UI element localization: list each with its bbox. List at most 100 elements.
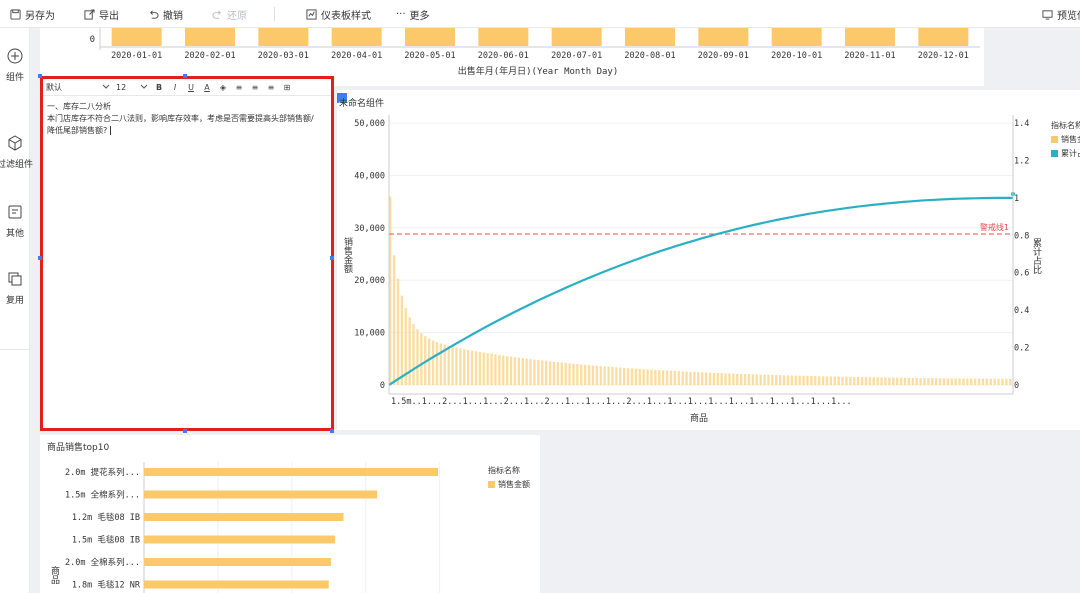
legend-item[interactable]: 销售金额 bbox=[1051, 134, 1080, 145]
pareto-bar bbox=[720, 373, 723, 385]
pareto-bar bbox=[872, 377, 875, 385]
month-labels: 2020-01-01 2020-02-01 2020-03-01 2020-04-01… bbox=[111, 51, 969, 61]
insert-icon[interactable]: ⊞ bbox=[283, 82, 291, 92]
italic-icon[interactable]: I bbox=[173, 82, 177, 92]
pareto-title: 未命名组件 bbox=[339, 99, 385, 109]
month-tick-label: 2020-05-01 bbox=[404, 51, 455, 61]
month-bar bbox=[551, 28, 602, 46]
pareto-bar bbox=[642, 369, 645, 385]
pareto-bar bbox=[389, 196, 392, 385]
month-bars bbox=[111, 28, 969, 46]
month-tick-label: 2020-12-01 bbox=[918, 51, 969, 61]
bold-icon[interactable]: B bbox=[155, 82, 163, 92]
component-select-icon[interactable] bbox=[337, 93, 347, 106]
top10-chart-panel[interactable]: 商品销售top10 2.0m 提花系列... 1.5m 全棉系列... 1.2m 毛… bbox=[40, 435, 540, 593]
right-tick-label: 0.6 bbox=[1014, 269, 1029, 279]
top10-svg: 商品销售top10 2.0m 提花系列... 1.5m 全棉系列... 1.2m 毛… bbox=[47, 441, 441, 593]
font-family-select[interactable]: 默认 bbox=[43, 81, 113, 94]
sidebar-item-other[interactable]: 其他 bbox=[0, 204, 38, 239]
export-button[interactable]: 导出 bbox=[84, 0, 119, 28]
pareto-bar bbox=[517, 357, 521, 385]
pareto-bar bbox=[993, 378, 996, 385]
left-tick-label: 20,000 bbox=[354, 276, 385, 286]
preview-label: 预览仪 bbox=[1057, 10, 1080, 22]
pareto-bar bbox=[634, 368, 638, 385]
pareto-bar bbox=[431, 340, 435, 385]
pareto-bar bbox=[740, 373, 743, 385]
legend-item[interactable]: 累计占比 bbox=[1051, 148, 1080, 159]
pareto-bar bbox=[502, 355, 505, 385]
redo-icon bbox=[212, 10, 221, 19]
dashboard-style-button[interactable]: 仪表板样式 bbox=[306, 0, 371, 28]
sidebar-item-filter-components[interactable]: 过滤组件 bbox=[0, 135, 38, 170]
font-size-select[interactable]: 12 bbox=[113, 81, 151, 94]
fill-color-icon[interactable]: ◈ bbox=[219, 82, 227, 92]
left-sidebar: 组件 过滤组件 其他 复用 bbox=[0, 28, 33, 593]
chevron-down-icon bbox=[102, 84, 110, 89]
pareto-bar bbox=[689, 371, 692, 385]
month-bar bbox=[331, 28, 382, 46]
pareto-bar bbox=[985, 378, 989, 385]
text-component-editor[interactable]: 默认 12 B I U A ◈ ≡ ≡ ≡ ⊞ 一、库存二八分析 本门店库存不符… bbox=[40, 76, 334, 431]
pareto-bar bbox=[654, 369, 657, 385]
pareto-bar bbox=[545, 360, 548, 385]
pareto-bar bbox=[623, 367, 626, 385]
pareto-bar bbox=[498, 354, 501, 385]
resize-handle[interactable] bbox=[38, 74, 42, 78]
month-bar bbox=[111, 28, 162, 46]
month-tick-label: 2020-06-01 bbox=[478, 51, 529, 61]
pareto-bar bbox=[478, 351, 482, 385]
align-center-icon[interactable]: ≡ bbox=[251, 82, 259, 92]
resize-handle[interactable] bbox=[183, 74, 187, 78]
month-tick-label: 2020-09-01 bbox=[698, 51, 749, 61]
pareto-bar bbox=[884, 377, 887, 385]
editor-content[interactable]: 一、库存二八分析 本门店库存不符合二八法则，影响库存效率，考虑是否需要提高头部销… bbox=[47, 101, 329, 137]
align-left-icon[interactable]: ≡ bbox=[235, 82, 243, 92]
right-tick-label: 0 bbox=[1014, 381, 1019, 391]
resize-handle[interactable] bbox=[183, 429, 187, 433]
x-axis-ticks: 1.5m..1...2...1...1...2...1...2...1...1.… bbox=[391, 397, 852, 407]
pareto-bar bbox=[599, 366, 602, 385]
redo-button[interactable]: 还原 bbox=[212, 0, 247, 28]
legend-swatch bbox=[488, 481, 495, 488]
resize-handle[interactable] bbox=[330, 429, 334, 433]
sidebar-item-components[interactable]: 组件 bbox=[0, 48, 38, 83]
more-button[interactable]: ··· 更多 bbox=[396, 0, 430, 28]
pareto-bar bbox=[829, 376, 833, 385]
pareto-bar bbox=[662, 370, 665, 385]
resize-handle[interactable] bbox=[38, 256, 42, 260]
pareto-bar bbox=[864, 377, 868, 385]
legend-item[interactable]: 销售金额 bbox=[488, 479, 530, 490]
pareto-chart-panel[interactable]: 未命名组件 50,000 40,000 30,000 20,000 10,000 0 1.… bbox=[337, 90, 1080, 430]
pareto-bar bbox=[474, 351, 478, 385]
pareto-bar bbox=[435, 342, 439, 385]
pareto-bar bbox=[712, 372, 716, 385]
top10-bar bbox=[144, 535, 336, 544]
align-right-icon[interactable]: ≡ bbox=[267, 82, 275, 92]
sidebar-item-label: 其他 bbox=[5, 229, 24, 239]
font-color-icon[interactable]: A bbox=[204, 82, 210, 92]
pareto-bar bbox=[626, 368, 630, 385]
pareto-bar bbox=[755, 374, 758, 385]
pareto-bar bbox=[786, 375, 790, 385]
pareto-bar bbox=[412, 324, 415, 385]
preview-button[interactable]: 预览仪 bbox=[1042, 0, 1080, 28]
pareto-bar bbox=[857, 377, 860, 385]
pareto-bar bbox=[584, 364, 587, 385]
resize-handle[interactable] bbox=[330, 256, 334, 260]
pareto-bar bbox=[716, 372, 719, 385]
pareto-bar bbox=[697, 372, 700, 385]
pareto-bar bbox=[486, 353, 489, 385]
pareto-bar bbox=[630, 368, 634, 385]
pareto-bars bbox=[389, 196, 1012, 385]
top10-bar bbox=[144, 490, 378, 499]
sidebar-item-reuse[interactable]: 复用 bbox=[0, 271, 38, 306]
save-as-button[interactable]: 另存为 bbox=[10, 0, 55, 28]
pareto-bar bbox=[892, 377, 895, 385]
editor-line: 一、库存二八分析 bbox=[47, 102, 111, 111]
undo-button[interactable]: 撤销 bbox=[148, 0, 183, 28]
month-bar bbox=[845, 28, 895, 46]
pareto-bar bbox=[966, 378, 969, 385]
underline-icon[interactable]: U bbox=[188, 82, 194, 92]
pareto-bar bbox=[977, 378, 981, 385]
